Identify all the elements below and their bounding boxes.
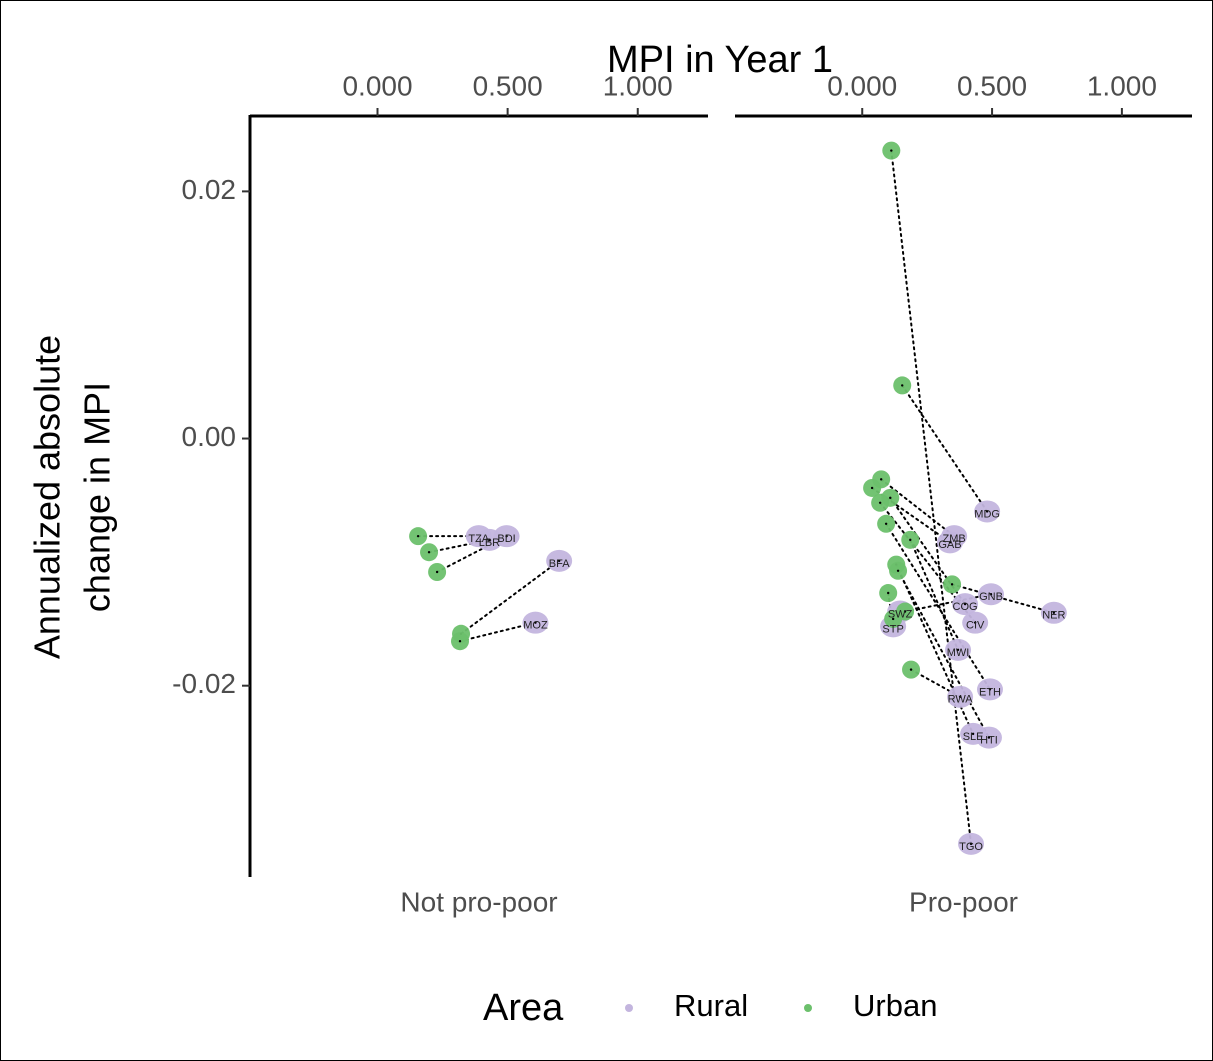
point-center <box>973 621 977 624</box>
connector <box>951 583 1055 614</box>
legend-label: Rural <box>674 988 748 1023</box>
x-tick-label: 0.000 <box>342 70 412 101</box>
y-axis-label: change in MPI <box>77 382 118 612</box>
point-center <box>534 621 537 624</box>
country-label: TGO <box>959 841 983 853</box>
x-tick-label: 1.000 <box>603 70 673 101</box>
point-center <box>427 551 431 554</box>
connector <box>459 621 537 643</box>
point-center <box>985 510 989 513</box>
legend-swatch <box>625 1004 633 1012</box>
point-center <box>1052 611 1056 614</box>
x-tick-label: 1.000 <box>1087 70 1157 101</box>
point-center <box>886 591 890 595</box>
legend-title: Area <box>483 987 564 1029</box>
point-center <box>987 736 991 739</box>
y-tick-label: -0.02 <box>172 668 236 699</box>
country-label: NER <box>1042 610 1065 622</box>
point-center <box>958 695 962 699</box>
point-center <box>416 534 420 538</box>
country-label: MDG <box>974 508 1000 520</box>
country-label: ETH <box>979 686 1001 698</box>
point-center <box>890 149 893 152</box>
point-center <box>891 617 895 621</box>
y-tick-label: 0.00 <box>182 421 237 452</box>
point-center <box>557 559 561 563</box>
connector <box>460 559 561 635</box>
point-center <box>879 478 883 481</box>
point-center <box>884 522 888 526</box>
point-center <box>956 648 960 652</box>
country-label: GAB <box>938 539 961 551</box>
country-label: ZMB <box>943 533 966 545</box>
country-label: SLE <box>963 731 984 743</box>
point-center <box>889 496 892 500</box>
connector <box>428 538 491 554</box>
connector <box>890 149 973 845</box>
point-center <box>963 602 967 606</box>
point-center <box>989 593 993 596</box>
country-label: COG <box>953 601 978 613</box>
point-center <box>909 668 913 671</box>
point-center <box>901 384 904 387</box>
point-center <box>878 501 882 504</box>
facet-label: Pro-poor <box>909 886 1018 917</box>
point-center <box>903 610 907 613</box>
country-label: SWZ <box>888 608 913 620</box>
point-center <box>458 640 462 643</box>
country-label: CIV <box>966 620 985 632</box>
country-label: STP <box>882 623 903 635</box>
legend-label: Urban <box>853 988 937 1023</box>
connector <box>871 486 951 544</box>
connector <box>897 569 990 739</box>
point-center <box>505 534 508 538</box>
x-tick-label: 0.500 <box>473 70 543 101</box>
point-center <box>909 538 912 542</box>
point-center <box>488 538 491 542</box>
country-label: MOZ <box>523 620 548 632</box>
chart-title: MPI in Year 1 <box>607 39 833 81</box>
country-label: BDI <box>497 533 515 545</box>
country-label: LBR <box>479 537 500 549</box>
point-center <box>950 583 954 586</box>
point-center <box>988 688 992 691</box>
connector <box>880 478 956 538</box>
country-label: TZA <box>468 533 489 545</box>
connector <box>885 522 991 691</box>
country-label: RWA <box>948 694 974 706</box>
country-label: MWI <box>947 647 970 659</box>
country-label: BFA <box>549 558 570 570</box>
country-label: GNB <box>979 591 1003 603</box>
x-tick-label: 0.500 <box>957 70 1027 101</box>
facet-label: Not pro-poor <box>400 886 557 917</box>
point-center <box>948 541 952 544</box>
point-center <box>870 486 874 490</box>
connector <box>909 538 960 651</box>
point-center <box>435 570 439 574</box>
point-center <box>971 732 975 736</box>
point-center <box>969 842 973 846</box>
connector <box>901 384 989 513</box>
x-tick-label: 0.000 <box>827 70 897 101</box>
point-center <box>896 569 900 572</box>
legend-swatch <box>804 1004 812 1012</box>
y-tick-label: 0.02 <box>182 174 237 205</box>
country-label: HTI <box>980 734 998 746</box>
y-axis-label: Annualized absolute <box>27 335 68 659</box>
